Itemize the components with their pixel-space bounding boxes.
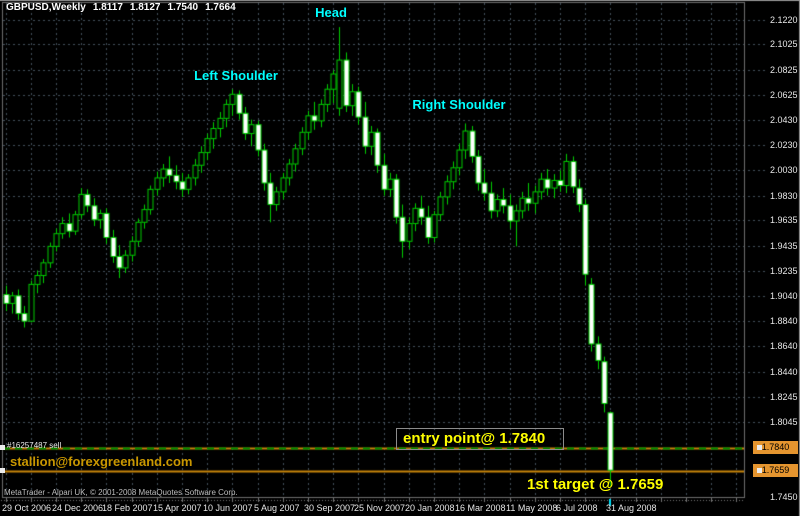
price-axis-label: 1.8440	[770, 367, 798, 377]
date-axis-label: 6 Jul 2008	[556, 503, 598, 513]
price-axis-label: 2.0430	[770, 115, 798, 125]
date-axis-label: 31 Aug 2008	[606, 503, 657, 513]
price-axis-label: 2.0030	[770, 165, 798, 175]
price-axis-label: 2.1025	[770, 39, 798, 49]
email-watermark-label[interactable]: stallion@forexgreenland.com	[10, 454, 193, 469]
chart-title: GBPUSD,Weekly 1.8117 1.8127 1.7540 1.7664	[6, 2, 243, 13]
date-axis-label: 18 Feb 2007	[102, 503, 153, 513]
price-axis-label: 1.8840	[770, 316, 798, 326]
price-axis-label: 1.8045	[770, 417, 798, 427]
date-axis-label: 20 Jan 2008	[405, 503, 455, 513]
symbol-period: GBPUSD,Weekly	[6, 2, 86, 13]
head-label[interactable]: Head	[315, 5, 347, 20]
ohlc-low: 1.7540	[167, 2, 199, 13]
price-axis-label: 1.8245	[770, 392, 798, 402]
price-tag-entry: 1.7840	[753, 441, 798, 454]
date-axis-label: 10 Jun 2007	[203, 503, 253, 513]
date-axis-label: 30 Sep 2007	[304, 503, 356, 513]
price-axis-label: 2.0825	[770, 65, 798, 75]
price-axis-label: 1.9040	[770, 291, 798, 301]
date-axis-label: 24 Dec 2006	[52, 503, 104, 513]
line-handle[interactable]	[0, 445, 5, 450]
date-axis-label: 15 Apr 2007	[153, 503, 202, 513]
price-axis-label: 2.0230	[770, 140, 798, 150]
price-axis-label: 1.9435	[770, 241, 798, 251]
first-target-label[interactable]: 1st target @ 1.7659	[527, 476, 664, 493]
price-tag-target: 1.7659	[753, 464, 798, 477]
date-axis-label: 29 Oct 2006	[2, 503, 52, 513]
line-handle[interactable]	[757, 445, 762, 450]
price-axis-label: 1.8640	[770, 341, 798, 351]
price-axis-label: 1.9635	[770, 215, 798, 225]
date-axis-label: 11 May 2008	[506, 503, 558, 513]
price-axis-label: 1.7450	[770, 492, 798, 502]
open-order-ticket-label: #16257487 sell	[7, 441, 62, 450]
price-axis-label: 1.9235	[770, 266, 798, 276]
entry-point-label[interactable]: entry point@ 1.7840	[396, 428, 564, 450]
platform-watermark: MetaTrader - Alpari UK, © 2001-2008 Meta…	[4, 488, 238, 497]
right-shoulder-label[interactable]: Right Shoulder	[412, 97, 506, 112]
date-axis-label: 16 Mar 2008	[455, 503, 506, 513]
price-axis-label: 2.0625	[770, 90, 798, 100]
price-axis-label: 2.1220	[770, 15, 798, 25]
left-shoulder-label[interactable]: Left Shoulder	[194, 68, 278, 83]
ohlc-close: 1.7664	[205, 2, 236, 13]
ohlc-high: 1.8127	[129, 2, 161, 13]
ohlc-open: 1.8117	[92, 2, 123, 13]
line-handle[interactable]	[0, 468, 5, 473]
date-axis-label: 5 Aug 2007	[254, 503, 300, 513]
line-handle[interactable]	[757, 468, 762, 473]
price-axis-label: 1.9830	[770, 191, 798, 201]
date-axis-label: 25 Nov 2007	[354, 503, 406, 513]
